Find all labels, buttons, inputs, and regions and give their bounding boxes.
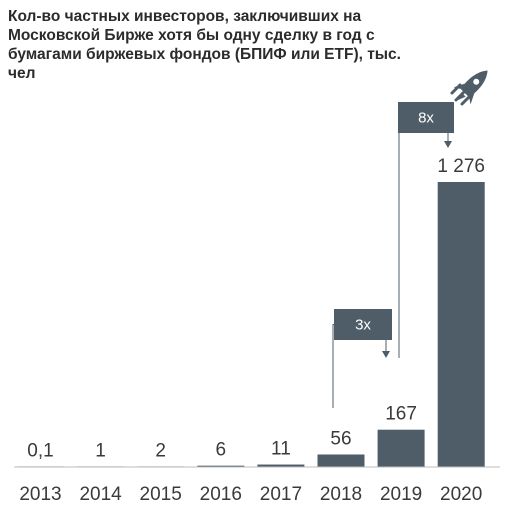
multiplier-box — [334, 309, 392, 340]
value-label-2013: 0,1 — [27, 440, 53, 461]
value-label-2019: 167 — [385, 404, 417, 425]
rocket-trail — [450, 83, 472, 106]
arrow-head — [444, 141, 452, 148]
value-label-2018: 56 — [330, 428, 351, 449]
bar-2016 — [197, 465, 245, 467]
value-label-2020: 1 276 — [437, 156, 485, 177]
category-label-2019: 2019 — [380, 484, 422, 505]
growth-annotation-2019-2020: 8x — [398, 102, 454, 358]
bar-2018 — [317, 454, 365, 467]
category-label-2015: 2015 — [140, 484, 182, 505]
value-label-2015: 2 — [155, 440, 166, 461]
multiplier-label: 8x — [418, 110, 434, 127]
category-label-2018: 2018 — [320, 484, 362, 505]
value-label-2016: 6 — [216, 440, 227, 461]
category-label-2020: 2020 — [440, 484, 482, 505]
rocket-icon — [453, 70, 488, 105]
bar-2017 — [257, 464, 305, 467]
value-labels: 0,1 1 2 6 11 56 167 1 276 — [27, 156, 485, 461]
category-label-2017: 2017 — [260, 484, 302, 505]
growth-annotation-2018-2019: 3x — [332, 309, 392, 408]
multiplier-label: 3x — [355, 317, 371, 334]
category-label-2014: 2014 — [79, 484, 122, 505]
category-label-2016: 2016 — [200, 484, 242, 505]
bar-2019 — [377, 429, 425, 467]
value-label-2017: 11 — [271, 439, 291, 460]
bars — [17, 182, 485, 467]
category-labels: 2013 2014 2015 2016 2017 2018 2019 2020 — [19, 484, 482, 505]
bracket-line — [398, 117, 400, 358]
category-label-2013: 2013 — [19, 484, 61, 505]
growth-annotations: 3x 8x — [332, 102, 454, 408]
bar-2020 — [437, 182, 485, 467]
arrow-head — [382, 351, 390, 358]
value-label-2014: 1 — [95, 440, 106, 461]
chart-title: Кол-во частных инвесторов, заключивших н… — [8, 8, 401, 82]
multiplier-box — [398, 102, 454, 133]
